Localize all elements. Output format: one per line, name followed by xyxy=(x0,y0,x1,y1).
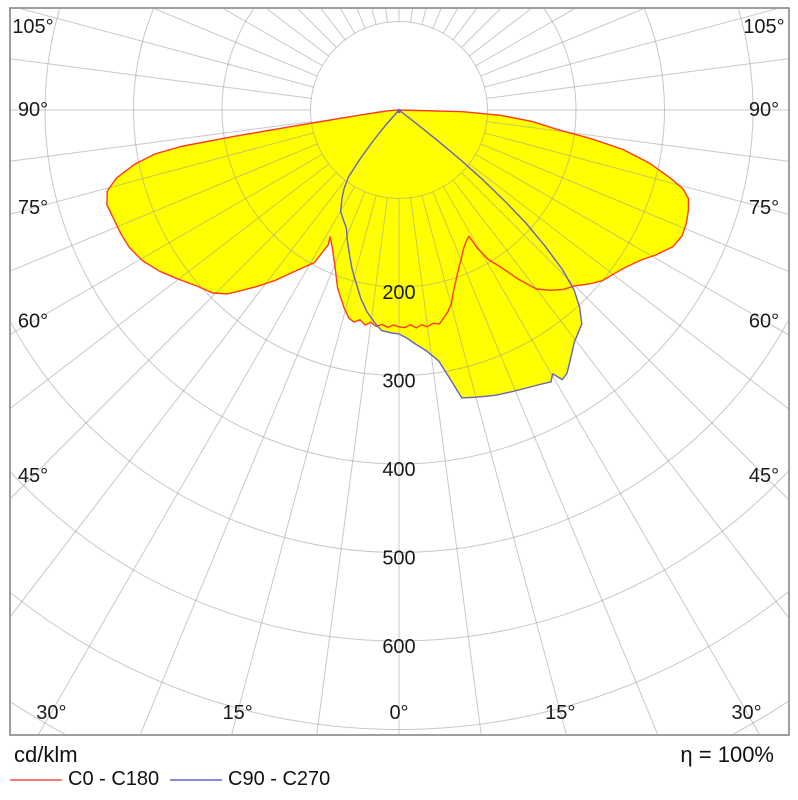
ring-label: 600 xyxy=(382,636,415,658)
grid-radial xyxy=(432,191,659,734)
grid-radial xyxy=(139,191,366,734)
angle-label: 90° xyxy=(18,99,48,121)
curve-c0-c180 xyxy=(106,109,690,329)
angle-label: 90° xyxy=(749,99,779,121)
angle-label: 30° xyxy=(36,702,66,724)
grid-radial xyxy=(11,163,330,409)
grid-radial xyxy=(11,58,312,99)
legend-label-c0-c180: C0 - C180 xyxy=(68,768,160,790)
angle-label: 45° xyxy=(749,465,779,487)
legend-line-c90-c270 xyxy=(170,779,222,781)
angle-label: 60° xyxy=(749,310,779,332)
polar-grid xyxy=(11,9,788,734)
grid-radial xyxy=(461,172,788,500)
grid-radial xyxy=(475,153,788,336)
angle-label: 75° xyxy=(749,197,779,219)
efficiency-label: η = 100% xyxy=(680,742,774,767)
angle-label: 30° xyxy=(731,702,761,724)
grid-radial xyxy=(480,143,788,272)
angle-label: 105° xyxy=(743,16,784,38)
legend-label-c90-c270: C90 - C270 xyxy=(228,768,331,790)
grid-radial xyxy=(11,143,318,272)
polar-chart: 200 300 400 500 600 105° 105° 90° 90° 75° 75° 60° 60… xyxy=(9,7,790,736)
legend: C0 - C180 C90 - C270 xyxy=(0,768,798,794)
grid-radial xyxy=(486,121,788,162)
grid-radial xyxy=(484,132,788,215)
grid-radial xyxy=(484,9,778,88)
angle-label: 15° xyxy=(223,702,253,724)
grid-radial xyxy=(442,186,760,734)
ring-label: 200 xyxy=(382,282,415,304)
angle-label: 75° xyxy=(18,197,48,219)
curve-origin-dot xyxy=(396,108,402,114)
angle-label: 105° xyxy=(12,16,53,38)
plot-area xyxy=(11,9,788,734)
grid-radial xyxy=(11,132,314,215)
legend-line-c0-c180 xyxy=(10,779,62,781)
angle-label: 45° xyxy=(18,465,48,487)
grid-radial xyxy=(468,163,788,410)
grid-radial xyxy=(38,186,356,734)
grid-radial xyxy=(20,9,314,88)
beam-fill-1 xyxy=(340,110,582,398)
grid-radial xyxy=(231,195,377,734)
ring-label: 400 xyxy=(382,459,415,481)
angle-label: 15° xyxy=(545,702,575,724)
grid-radial xyxy=(316,197,388,734)
curve-c90-c270 xyxy=(339,109,583,399)
grid-radial xyxy=(421,195,567,734)
grid-radial xyxy=(11,121,312,162)
units-label: cd/klm xyxy=(14,742,78,767)
grid-radial xyxy=(153,9,318,77)
ring-label: 500 xyxy=(382,548,415,570)
grid-radial xyxy=(11,172,337,499)
plot-border xyxy=(9,7,790,736)
grid-radial xyxy=(11,179,346,617)
angle-label: 0° xyxy=(389,702,408,724)
grid-radial xyxy=(480,9,645,77)
grid-radial xyxy=(452,179,788,618)
angle-label: 60° xyxy=(18,310,48,332)
ring-label: 300 xyxy=(382,371,415,393)
grid-radial xyxy=(486,58,788,99)
grid-radial xyxy=(410,197,482,734)
grid-radial xyxy=(11,153,323,335)
